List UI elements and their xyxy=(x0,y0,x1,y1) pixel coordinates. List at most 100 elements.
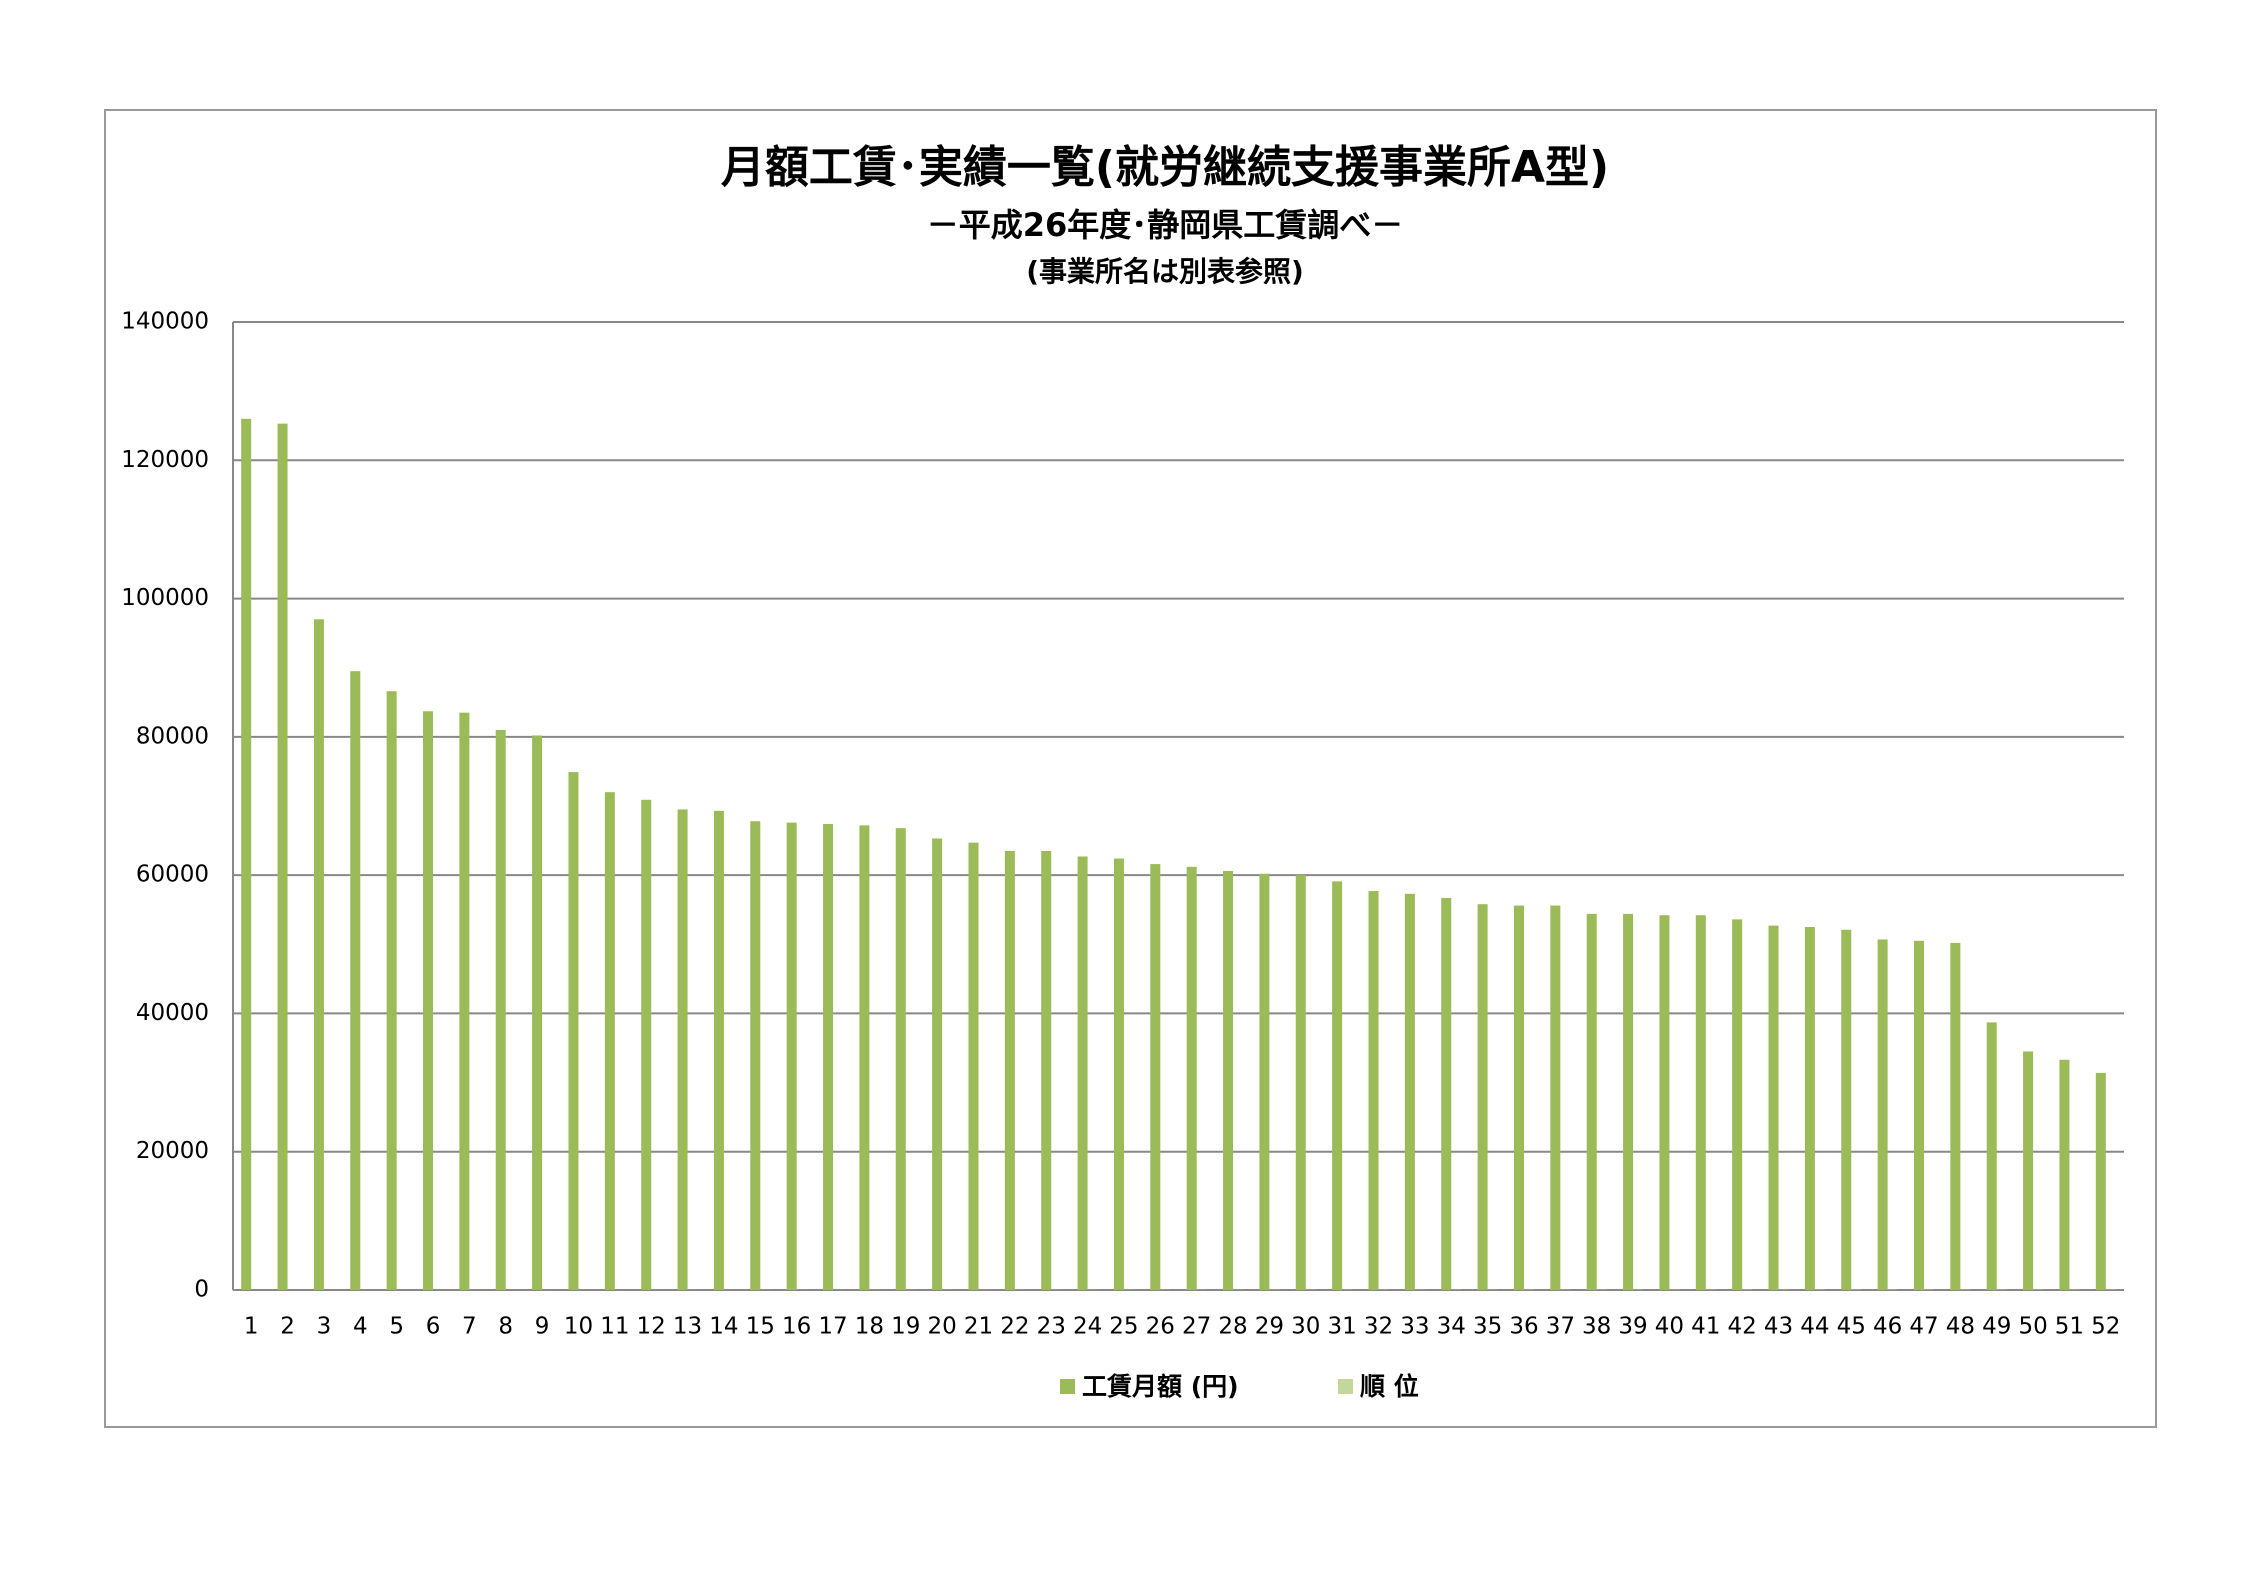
legend-label: 工賃月額 (円) xyxy=(1082,1372,1239,1401)
bar xyxy=(1368,891,1379,1290)
x-tick-label: 34 xyxy=(1437,1314,1466,1340)
x-tick-label: 20 xyxy=(927,1314,956,1340)
x-tick-label: 46 xyxy=(1873,1314,1902,1340)
bar xyxy=(1550,905,1561,1290)
x-tick-label: 52 xyxy=(2091,1314,2120,1340)
x-tick-label: 31 xyxy=(1328,1314,1357,1340)
bar xyxy=(2023,1051,2034,1290)
bar xyxy=(568,772,579,1290)
x-tick-label: 28 xyxy=(1218,1314,1247,1340)
x-tick-label: 49 xyxy=(1982,1314,2011,1340)
x-tick-label: 23 xyxy=(1037,1314,1066,1340)
bar xyxy=(1986,1022,1997,1290)
chart-title: 月額工賃･実績一覧(就労継続支援事業所A型) xyxy=(721,142,1609,193)
bar xyxy=(1223,870,1234,1290)
x-tick-label: 18 xyxy=(855,1314,884,1340)
bar xyxy=(1150,864,1161,1290)
x-tick-label: 40 xyxy=(1655,1314,1684,1340)
x-tick-label: 11 xyxy=(600,1314,629,1340)
bar xyxy=(1477,904,1488,1290)
bar xyxy=(750,821,761,1290)
x-tick-label: 39 xyxy=(1618,1314,1647,1340)
x-tick-label: 21 xyxy=(964,1314,993,1340)
bar xyxy=(1877,939,1888,1290)
bar xyxy=(895,828,906,1290)
x-tick-label: 8 xyxy=(498,1314,513,1340)
bar xyxy=(532,735,543,1290)
bar xyxy=(1004,850,1015,1290)
x-tick-label: 45 xyxy=(1837,1314,1866,1340)
x-tick-label: 50 xyxy=(2018,1314,2047,1340)
x-tick-label: 13 xyxy=(673,1314,702,1340)
x-tick-label: 51 xyxy=(2055,1314,2084,1340)
y-tick-label: 40000 xyxy=(136,1000,209,1026)
y-tick-label: 100000 xyxy=(121,585,209,611)
bar xyxy=(1113,858,1124,1290)
bar xyxy=(932,838,943,1290)
x-tick-label: 48 xyxy=(1946,1314,1975,1340)
x-tick-label: 12 xyxy=(637,1314,666,1340)
x-tick-label: 37 xyxy=(1546,1314,1575,1340)
bar xyxy=(495,729,506,1290)
x-tick-label: 15 xyxy=(746,1314,775,1340)
x-tick-label: 42 xyxy=(1728,1314,1757,1340)
x-tick-label: 26 xyxy=(1146,1314,1175,1340)
bar xyxy=(386,691,397,1290)
x-tick-label: 24 xyxy=(1073,1314,1102,1340)
x-tick-label: 41 xyxy=(1691,1314,1720,1340)
bar xyxy=(859,825,870,1290)
bar xyxy=(1841,929,1852,1290)
bar xyxy=(423,711,434,1290)
bar xyxy=(350,671,361,1290)
bar xyxy=(604,792,615,1290)
x-tick-label: 4 xyxy=(353,1314,368,1340)
bar xyxy=(1659,915,1670,1290)
bar xyxy=(1404,893,1415,1290)
bar xyxy=(1695,915,1706,1290)
legend-label: 順 位 xyxy=(1360,1372,1419,1401)
legend-marker xyxy=(1060,1379,1075,1394)
bar xyxy=(459,712,470,1290)
bar xyxy=(1041,850,1052,1290)
bar xyxy=(241,418,252,1290)
x-tick-label: 27 xyxy=(1182,1314,1211,1340)
chart-subtitle: (事業所名は別表参照) xyxy=(1026,255,1304,288)
bar xyxy=(1077,856,1088,1290)
bar xyxy=(1950,942,1961,1290)
bar xyxy=(1295,875,1306,1290)
bar xyxy=(2059,1059,2070,1290)
x-tick-label: 38 xyxy=(1582,1314,1611,1340)
bar xyxy=(823,823,834,1290)
x-tick-label: 44 xyxy=(1800,1314,1829,1340)
chart-subtitle: －平成26年度･静岡県工賃調べ－ xyxy=(927,206,1404,244)
y-tick-label: 60000 xyxy=(136,862,209,888)
bar xyxy=(1441,897,1452,1290)
y-tick-label: 120000 xyxy=(121,447,209,473)
x-tick-label: 33 xyxy=(1400,1314,1429,1340)
y-tick-label: 80000 xyxy=(136,723,209,749)
x-tick-label: 6 xyxy=(426,1314,441,1340)
bar xyxy=(1332,881,1343,1290)
bar xyxy=(1623,913,1634,1290)
bar xyxy=(1913,940,1924,1290)
x-tick-label: 19 xyxy=(891,1314,920,1340)
bar xyxy=(786,822,797,1290)
x-tick-label: 43 xyxy=(1764,1314,1793,1340)
y-tick-label: 0 xyxy=(194,1277,209,1303)
bar xyxy=(277,423,288,1290)
bar xyxy=(2095,1072,2106,1290)
x-tick-label: 3 xyxy=(317,1314,332,1340)
bar xyxy=(1586,913,1597,1290)
bar xyxy=(713,810,724,1290)
x-tick-label: 14 xyxy=(709,1314,738,1340)
x-tick-label: 1 xyxy=(244,1314,259,1340)
x-tick-label: 5 xyxy=(389,1314,404,1340)
x-tick-label: 17 xyxy=(818,1314,847,1340)
x-tick-label: 9 xyxy=(535,1314,550,1340)
bar xyxy=(1732,919,1743,1290)
bar xyxy=(1259,873,1270,1290)
x-tick-label: 32 xyxy=(1364,1314,1393,1340)
x-tick-label: 2 xyxy=(280,1314,295,1340)
x-tick-label: 47 xyxy=(1909,1314,1938,1340)
